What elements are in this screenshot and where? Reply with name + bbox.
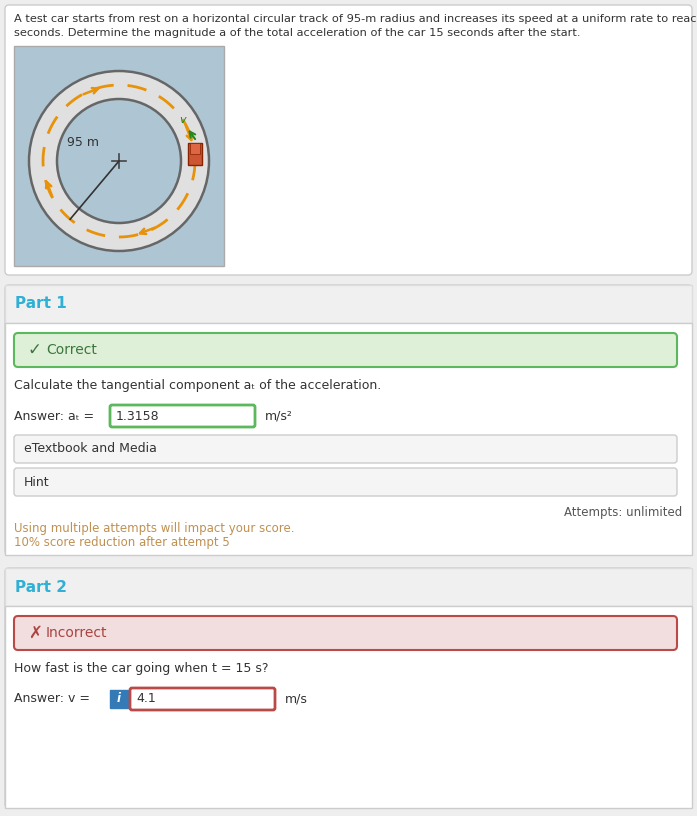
FancyBboxPatch shape bbox=[5, 285, 692, 555]
Text: Incorrect: Incorrect bbox=[46, 626, 107, 640]
Text: i: i bbox=[117, 693, 121, 706]
Circle shape bbox=[29, 71, 209, 251]
Text: Part 2: Part 2 bbox=[15, 579, 67, 595]
Text: Hint: Hint bbox=[24, 476, 49, 489]
FancyBboxPatch shape bbox=[14, 435, 677, 463]
FancyBboxPatch shape bbox=[130, 688, 275, 710]
Text: m/s²: m/s² bbox=[265, 410, 293, 423]
FancyBboxPatch shape bbox=[14, 616, 677, 650]
Text: 10% score reduction after attempt 5: 10% score reduction after attempt 5 bbox=[14, 536, 230, 549]
FancyBboxPatch shape bbox=[5, 5, 692, 275]
Text: m/s: m/s bbox=[285, 693, 308, 706]
Bar bbox=[110, 690, 128, 708]
Text: v: v bbox=[179, 115, 186, 126]
Text: Answer: aₜ =: Answer: aₜ = bbox=[14, 410, 94, 423]
Text: Correct: Correct bbox=[46, 343, 97, 357]
FancyBboxPatch shape bbox=[110, 405, 255, 427]
Text: Part 1: Part 1 bbox=[15, 296, 67, 312]
Text: Attempts: unlimited: Attempts: unlimited bbox=[564, 506, 682, 519]
Bar bbox=[5, 285, 692, 323]
Text: seconds. Determine the magnitude a of the total acceleration of the car 15 secon: seconds. Determine the magnitude a of th… bbox=[14, 28, 581, 38]
Bar bbox=[187, 144, 201, 166]
Bar bbox=[5, 568, 692, 606]
FancyBboxPatch shape bbox=[14, 468, 677, 496]
Bar bbox=[5, 606, 692, 808]
Text: 95 m: 95 m bbox=[67, 136, 99, 149]
FancyBboxPatch shape bbox=[14, 333, 677, 367]
Bar bbox=[5, 323, 692, 555]
Bar bbox=[190, 144, 200, 154]
Text: ✓: ✓ bbox=[28, 341, 42, 359]
Text: Using multiple attempts will impact your score.: Using multiple attempts will impact your… bbox=[14, 522, 295, 535]
Text: How fast is the car going when t = 15 s?: How fast is the car going when t = 15 s? bbox=[14, 662, 268, 675]
Text: A test car starts from rest on a horizontal circular track of 95-m radius and in: A test car starts from rest on a horizon… bbox=[14, 14, 697, 24]
Text: 4.1: 4.1 bbox=[136, 693, 155, 706]
FancyBboxPatch shape bbox=[5, 568, 692, 808]
Text: Answer: v =: Answer: v = bbox=[14, 693, 90, 706]
Text: eTextbook and Media: eTextbook and Media bbox=[24, 442, 157, 455]
Text: 1.3158: 1.3158 bbox=[116, 410, 160, 423]
Text: Calculate the tangential component aₜ of the acceleration.: Calculate the tangential component aₜ of… bbox=[14, 379, 381, 392]
Text: ✗: ✗ bbox=[28, 624, 42, 642]
Bar bbox=[14, 46, 224, 266]
Circle shape bbox=[57, 99, 181, 223]
